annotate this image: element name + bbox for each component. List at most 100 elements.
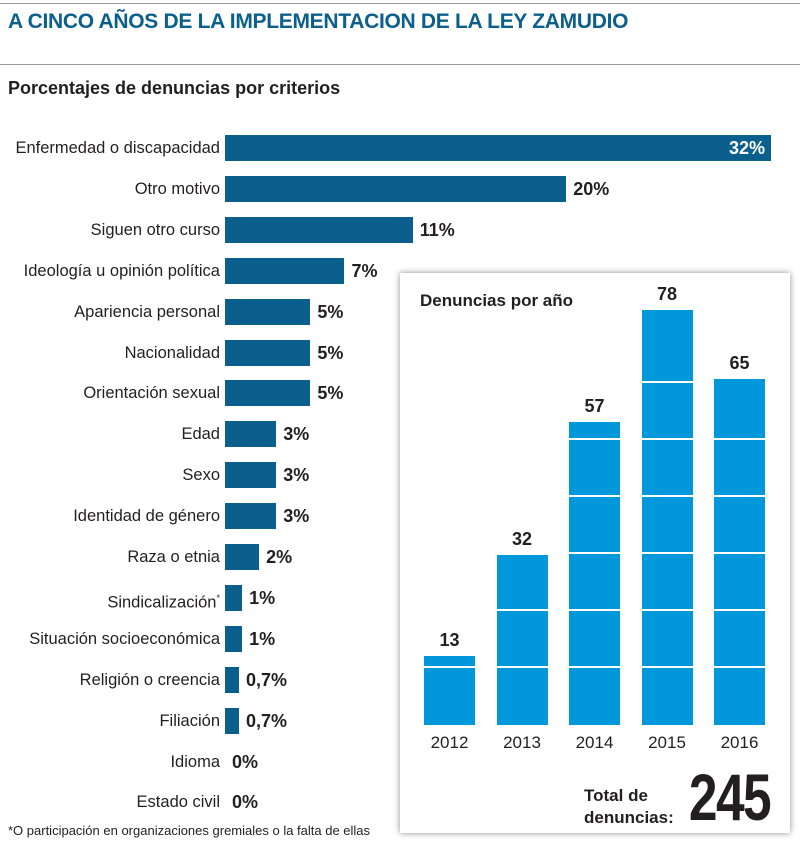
year-bar-divider <box>569 609 620 612</box>
year-2015-bar <box>641 310 693 725</box>
yearly-bar-chart: 13 2012 32 2013 57 2014 78 2015 65 2016 <box>400 273 790 833</box>
criterion-5-bar <box>225 339 311 366</box>
criterion-13-bar <box>225 666 239 693</box>
year-bar-divider <box>641 438 693 441</box>
criterion-6-label-text: Orientación sexual <box>83 384 220 403</box>
criterion-0-bar <box>225 135 771 161</box>
criterion-0-value: 32% <box>728 138 765 158</box>
criterion-11-label: Sindicalización* <box>107 585 220 612</box>
criterion-16-label-text: Estado civil <box>136 793 220 812</box>
criterion-14-value: 0,7% <box>246 710 288 731</box>
year-bar-divider <box>714 609 765 612</box>
criterion-11-label-text: Sindicalización <box>107 593 217 612</box>
criterion-2-label: Siguen otro curso <box>91 217 220 243</box>
criterion-6-bar <box>225 380 311 407</box>
year-2015-label: 2015 <box>648 733 686 752</box>
chart-subtitle: Porcentajes de denuncias por criterios <box>8 78 341 98</box>
year-2014-label: 2014 <box>575 733 614 752</box>
criterion-4-bar <box>225 298 311 325</box>
criterion-13-label-text: Religión o creencia <box>79 670 220 689</box>
criterion-11-bar <box>225 584 243 611</box>
year-2016-value: 65 <box>729 353 750 374</box>
criterion-16-label: Estado civil <box>137 789 220 815</box>
year-bar-divider <box>424 666 475 669</box>
year-bar-divider <box>569 495 620 498</box>
criterion-12-label-text: Situación socioeconómica <box>29 629 220 648</box>
criterion-3-label: Ideología u opinión política <box>24 258 220 284</box>
criterion-2-label-text: Siguen otro curso <box>90 220 220 239</box>
criterion-9-bar <box>225 503 277 530</box>
year-bar-divider <box>641 381 693 384</box>
criterion-6-label: Orientación sexual <box>83 380 220 406</box>
criterion-13-value: 0,7% <box>246 669 288 690</box>
criterion-7-label-text: Edad <box>181 425 220 444</box>
criterion-4-label-text: Apariencia personal <box>74 302 220 321</box>
criterion-12-label: Situación socioeconómica <box>29 626 220 652</box>
title-rule <box>0 64 800 65</box>
criterion-13-label: Religión o creencia <box>80 667 220 693</box>
criterion-15-label: Idioma <box>170 749 220 775</box>
yearly-chart-title: Denuncias por año <box>420 291 574 310</box>
criterion-15-label-text: Idioma <box>170 752 220 771</box>
criterion-2-bar <box>225 216 413 243</box>
criterion-1-value: 20% <box>573 178 610 199</box>
year-2012-value: 13 <box>439 629 460 650</box>
criterion-8-bar <box>225 462 277 489</box>
criterion-0-label-text: Enfermedad o discapacidad <box>15 139 220 157</box>
criterion-14-bar <box>225 707 239 734</box>
criterion-0-label: Enfermedad o discapacidad <box>15 135 220 161</box>
year-bar-divider <box>569 666 620 669</box>
criterion-1-bar <box>225 175 567 202</box>
criterion-7-label: Edad <box>181 421 220 447</box>
criterion-3-value: 7% <box>351 260 378 281</box>
year-2012-label: 2012 <box>430 733 469 752</box>
criterion-5-label: Nacionalidad <box>125 340 220 366</box>
criterion-11-footnote-mark: * <box>216 592 220 603</box>
criterion-9-value: 3% <box>283 506 310 527</box>
criterion-8-label: Sexo <box>182 462 220 488</box>
year-2015-value: 78 <box>656 284 678 304</box>
criterion-7-bar <box>225 421 277 448</box>
year-bar-divider <box>641 552 693 555</box>
year-bar-divider <box>641 495 693 498</box>
criterion-16-value: 0% <box>232 792 259 813</box>
year-2013-value: 32 <box>511 528 533 549</box>
criterion-10-bar <box>225 544 260 570</box>
year-bar-divider <box>569 438 620 441</box>
criterion-9-label-text: Identidad de género <box>73 507 220 526</box>
year-bar-divider <box>496 609 548 612</box>
total-label: Total de denuncias: <box>584 785 674 829</box>
criterion-4-label: Apariencia personal <box>74 299 220 325</box>
page-title: A CINCO AÑOS DE LA IMPLEMENTACION DE LA … <box>8 10 629 33</box>
criterion-14-label: Filiación <box>159 708 220 734</box>
year-bar-divider <box>714 552 765 555</box>
year-bar-divider <box>569 552 620 555</box>
year-bar-divider <box>641 666 693 669</box>
criterion-7-value: 3% <box>283 424 310 445</box>
total-value: 245 <box>688 760 772 834</box>
year-2016-label: 2016 <box>720 733 759 752</box>
criterion-3-label-text: Ideología u opinión política <box>23 261 220 280</box>
criterion-4-value: 5% <box>317 301 344 322</box>
criterion-1-label-text: Otro motivo <box>134 179 220 198</box>
criterion-10-label: Raza o etnia <box>127 544 220 570</box>
footnote: *O participación en organizaciones gremi… <box>8 823 371 838</box>
criterion-3-bar <box>225 257 345 284</box>
criterion-5-label-text: Nacionalidad <box>124 343 220 362</box>
year-bar-divider <box>714 666 765 669</box>
year-bar-divider <box>641 609 693 612</box>
yearly-chart-panel: Denuncias por año 13 2012 32 2013 57 2014 78 20… <box>400 273 790 834</box>
criterion-14-label-text: Filiación <box>159 711 220 730</box>
year-2014-value: 57 <box>584 395 605 416</box>
criterion-8-value: 3% <box>283 465 310 486</box>
criterion-12-bar <box>225 625 243 652</box>
criterion-12-value: 1% <box>249 628 276 649</box>
year-2014-bar <box>569 421 620 725</box>
criterion-11-value: 1% <box>249 587 276 608</box>
year-bar-divider <box>496 666 548 669</box>
criterion-2-value: 11% <box>419 219 455 240</box>
criterion-1-label: Otro motivo <box>135 176 220 202</box>
criterion-9-label: Identidad de género <box>73 503 220 529</box>
year-2013-label: 2013 <box>503 733 541 752</box>
